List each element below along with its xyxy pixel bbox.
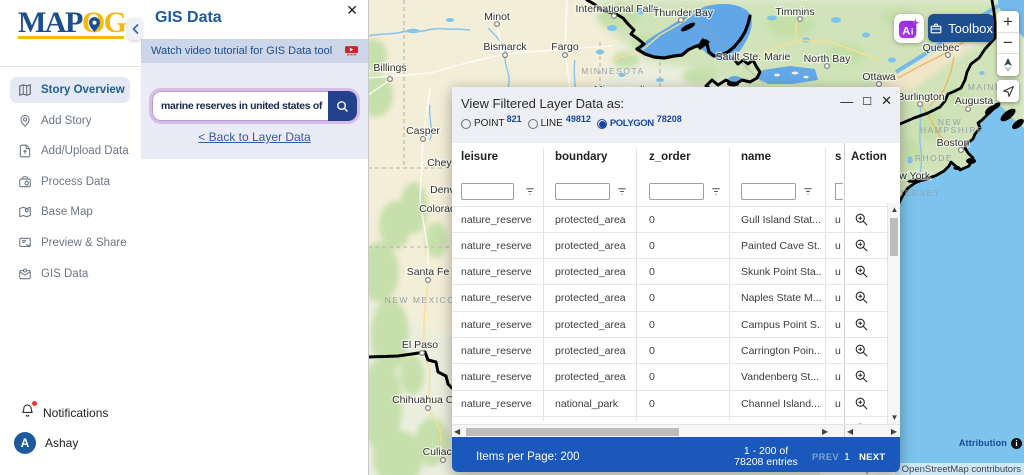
svg-text:Chihuahua City: Chihuahua City	[392, 394, 465, 406]
svg-text:Fargo: Fargo	[551, 41, 579, 53]
svg-text:Thunder Bay: Thunder Bay	[653, 7, 714, 19]
svg-text:Ottawa: Ottawa	[862, 71, 895, 83]
svg-text:Sault Ste. Marie: Sault Ste. Marie	[716, 51, 791, 63]
svg-text:Billings: Billings	[373, 62, 406, 74]
svg-text:JERSEY: JERSEY	[899, 188, 941, 198]
svg-text:Boston: Boston	[937, 137, 970, 149]
svg-text:Minot: Minot	[484, 11, 510, 23]
svg-text:Timmins: Timmins	[775, 6, 814, 18]
svg-text:Santa Fe: Santa Fe	[407, 266, 450, 278]
svg-text:RHODE: RHODE	[915, 153, 953, 163]
svg-text:HAMPSHIRE: HAMPSHIRE	[920, 125, 984, 135]
svg-text:A: A	[902, 25, 910, 37]
svg-text:International Falls: International Falls	[576, 3, 659, 15]
svg-text:Bismarck: Bismarck	[483, 41, 527, 53]
svg-text:©MapTiler © OpenStreetMap cont: ©MapTiler © OpenStreetMap contributors	[846, 464, 1021, 475]
svg-text:Casper: Casper	[406, 125, 440, 137]
svg-text:i: i	[911, 26, 914, 36]
svg-text:Augusta: Augusta	[955, 95, 994, 107]
svg-text:Burlington: Burlington	[897, 91, 944, 103]
svg-text:El Paso: El Paso	[402, 339, 438, 351]
svg-text:North Bay: North Bay	[804, 53, 851, 65]
svg-text:NEW MEXICO: NEW MEXICO	[385, 295, 456, 305]
svg-text:Quebec: Quebec	[923, 42, 960, 54]
svg-text:MINNESOTA: MINNESOTA	[581, 66, 644, 76]
svg-text:NEW: NEW	[938, 117, 962, 127]
svg-text:MAINE: MAINE	[968, 82, 1002, 92]
